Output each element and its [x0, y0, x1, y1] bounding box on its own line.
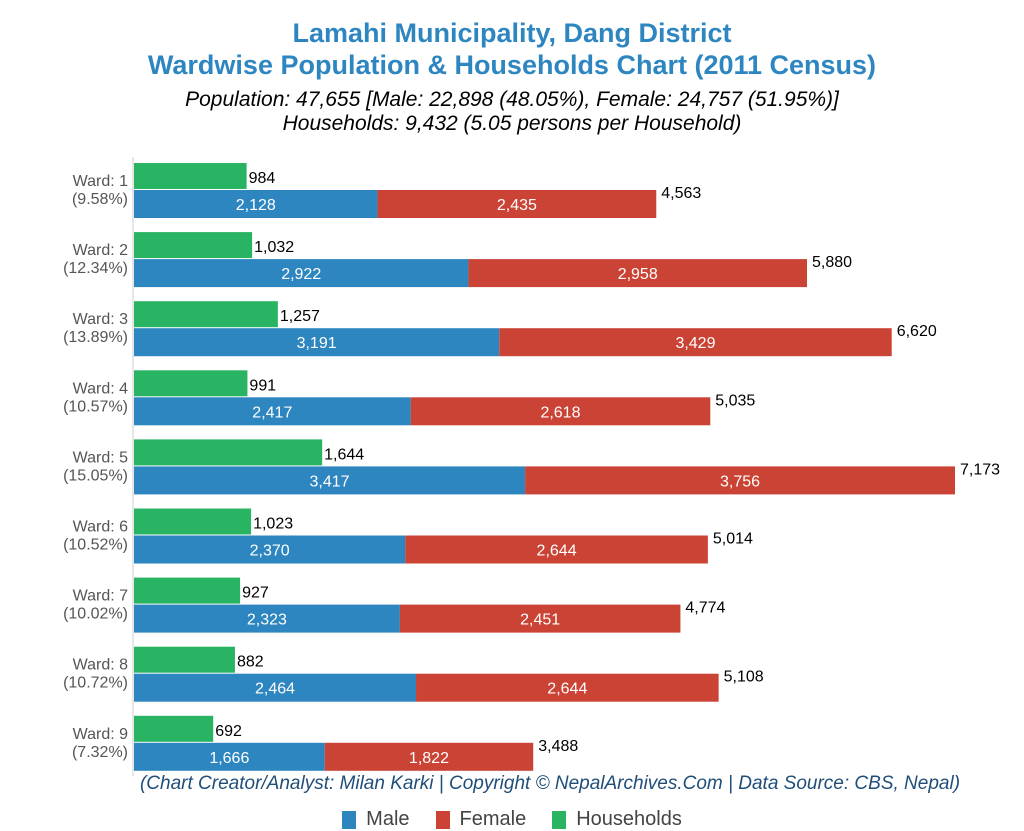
total-value-label: 5,880: [812, 254, 852, 271]
category-label: Ward: 7: [73, 588, 129, 605]
legend-label-male: Male: [366, 808, 410, 830]
households-bar: [134, 301, 278, 328]
category-label: Ward: 3: [73, 311, 129, 328]
households-value-label: 984: [249, 170, 276, 187]
households-value-label: 882: [237, 654, 264, 671]
female-bar: [410, 397, 711, 426]
households-bar: [134, 232, 253, 259]
chart-subtitle-population: Population: 47,655 [Male: 22,898 (48.05%…: [185, 88, 839, 111]
male-bar: [134, 466, 526, 495]
households-bar: [134, 163, 247, 189]
category-sublabel: (10.02%): [63, 606, 128, 623]
total-value-label: 5,014: [713, 531, 753, 548]
households-bar: [134, 646, 235, 673]
households-value-label: 991: [249, 377, 276, 394]
category-label: Ward: 9: [73, 726, 129, 743]
male-value-label: 2,922: [281, 266, 321, 283]
category-sublabel: (7.32%): [72, 744, 128, 761]
legend-swatch-female: [435, 810, 450, 829]
male-value-label: 2,417: [252, 404, 292, 421]
male-bar: [134, 259, 469, 288]
category-sublabel: (13.89%): [63, 329, 128, 346]
total-value-label: 4,774: [685, 600, 725, 617]
households-bar: [134, 715, 214, 742]
category-label: Ward: 4: [73, 380, 129, 397]
category-label: Ward: 8: [73, 657, 129, 674]
households-bar: [134, 508, 252, 535]
households-value-label: 1,032: [254, 239, 294, 256]
male-value-label: 3,191: [297, 335, 337, 352]
households-value-label: 1,257: [280, 308, 320, 325]
female-value-label: 2,644: [537, 543, 577, 560]
male-bar: [134, 190, 378, 218]
female-value-label: 2,958: [618, 266, 658, 283]
category-sublabel: (10.72%): [63, 675, 128, 692]
total-value-label: 6,620: [897, 323, 937, 340]
female-value-label: 2,618: [540, 404, 580, 421]
category-sublabel: (10.52%): [63, 537, 128, 554]
category-label: Ward: 1: [73, 173, 129, 190]
female-value-label: 2,435: [497, 197, 537, 214]
households-value-label: 1,023: [253, 516, 293, 533]
total-value-label: 4,563: [661, 185, 701, 202]
households-bar: [134, 439, 323, 466]
total-value-label: 7,173: [960, 461, 1000, 478]
chart-credit: (Chart Creator/Analyst: Milan Karki | Co…: [139, 773, 961, 794]
female-bar: [324, 742, 534, 771]
male-value-label: 1,666: [209, 750, 249, 767]
female-value-label: 2,451: [520, 612, 560, 629]
male-bar: [134, 604, 400, 633]
male-bar: [134, 673, 417, 702]
male-value-label: 2,464: [255, 681, 295, 698]
total-value-label: 5,035: [715, 392, 755, 409]
chart-subtitle-households: Households: 9,432 (5.05 persons per Hous…: [282, 112, 742, 135]
total-value-label: 3,488: [538, 738, 578, 755]
households-value-label: 692: [215, 723, 242, 740]
male-value-label: 3,417: [310, 473, 350, 490]
female-value-label: 3,429: [675, 335, 715, 352]
legend-label-households: Households: [576, 808, 682, 830]
category-sublabel: (12.34%): [63, 260, 128, 277]
male-bar: [134, 328, 500, 357]
female-bar: [499, 328, 892, 357]
legend-item-male[interactable]: Male: [342, 808, 410, 831]
households-bar: [134, 577, 241, 604]
female-bar: [405, 535, 708, 564]
households-value-label: 1,644: [324, 446, 364, 463]
male-bar: [134, 397, 411, 426]
category-sublabel: (10.57%): [63, 398, 128, 415]
category-sublabel: (15.05%): [63, 467, 128, 484]
female-value-label: 3,756: [720, 473, 760, 490]
male-value-label: 2,128: [236, 197, 276, 214]
legend-item-female[interactable]: Female: [435, 808, 527, 831]
chart-title-line2: Wardwise Population & Households Chart (…: [147, 50, 877, 80]
male-value-label: 2,370: [250, 543, 290, 560]
male-bar: [134, 535, 406, 564]
legend-item-households[interactable]: Households: [552, 808, 682, 831]
female-bar: [399, 604, 681, 633]
female-bar: [525, 466, 955, 495]
legend-label-female: Female: [459, 808, 527, 830]
households-value-label: 927: [242, 585, 269, 602]
category-label: Ward: 2: [73, 242, 129, 259]
male-bar: [134, 742, 325, 771]
legend: Male Female Households: [0, 808, 1024, 831]
legend-swatch-households: [552, 810, 567, 829]
legend-swatch-male: [342, 810, 357, 829]
female-value-label: 2,644: [547, 681, 587, 698]
female-bar: [377, 190, 657, 218]
female-bar: [468, 259, 808, 288]
female-value-label: 1,822: [409, 750, 449, 767]
total-value-label: 5,108: [724, 669, 764, 686]
chart-title-line1: Lamahi Municipality, Dang District: [292, 18, 732, 48]
male-value-label: 2,323: [247, 612, 287, 629]
households-bar: [134, 370, 248, 397]
category-label: Ward: 6: [73, 519, 129, 536]
category-label: Ward: 5: [73, 449, 129, 466]
female-bar: [416, 673, 719, 702]
category-sublabel: (9.58%): [72, 191, 128, 208]
